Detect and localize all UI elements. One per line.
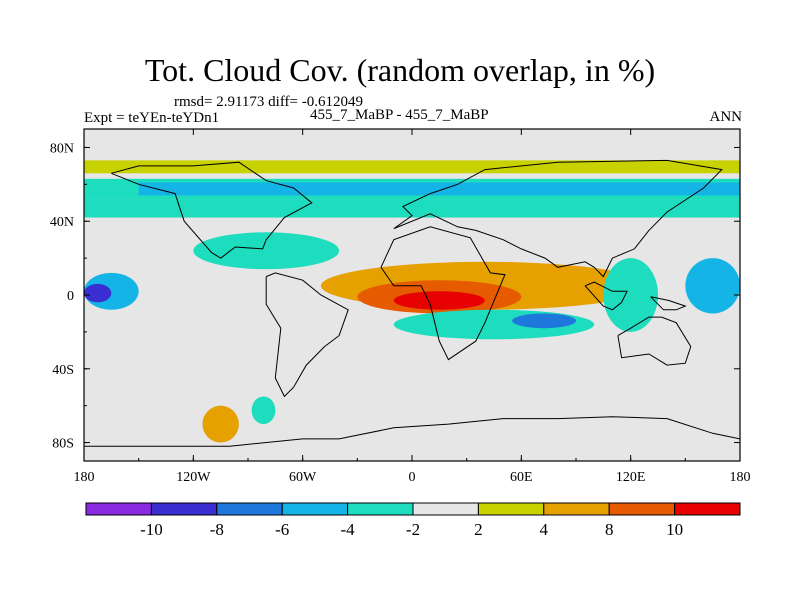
anomaly-blob-14 [202, 405, 239, 443]
x-tick-label: 120W [176, 470, 211, 485]
colorbar: -10 -8 -6 -4 -2 2 4 8 10 [85, 502, 741, 539]
anomaly-blob-9 [193, 232, 340, 270]
anomaly-blob-6 [393, 291, 485, 310]
x-tick-label: 60E [510, 470, 533, 485]
coastline-2 [111, 161, 313, 259]
stats-text: rmsd= 2.91173 diff= -0.612049 [174, 94, 363, 110]
y-tick-label: 40N [50, 215, 74, 230]
x-tick-label: 0 [409, 470, 416, 485]
anomaly-blob-11 [84, 283, 112, 303]
colorbar-label: -6 [275, 520, 289, 539]
anomaly-band-0 [84, 160, 740, 174]
y-tick-label: 0 [67, 289, 74, 304]
x-tick-label: 180 [74, 470, 95, 485]
colorbar-bin [608, 502, 676, 516]
colorbar-label: -8 [210, 520, 224, 539]
anomaly-band-2 [138, 182, 740, 196]
coastline-7 [650, 296, 687, 311]
colorbar-label: -10 [140, 520, 163, 539]
x-tick-label: 120E [616, 470, 646, 485]
coastline-4 [393, 159, 723, 278]
colorbar-bin [281, 502, 349, 516]
colorbar-bin [347, 502, 414, 516]
experiment-label: Expt = teYEn-teYDn1 [84, 110, 220, 126]
colorbar-label: 2 [474, 520, 483, 539]
coastline-layer [84, 159, 740, 447]
colorbar-bin [674, 502, 741, 516]
colorbar-bin [216, 502, 283, 516]
case-label: 455_7_MaBP - 455_7_MaBP [310, 107, 489, 123]
colorbar-label: 8 [605, 520, 614, 539]
anomaly-blob-12 [603, 258, 659, 332]
colorbar-bin [150, 502, 218, 516]
coastline-5 [617, 316, 692, 366]
anomaly-blob-13 [685, 258, 740, 314]
colorbar-bin [412, 502, 479, 516]
anomaly-band-3 [84, 199, 740, 218]
colorbar-label: -2 [406, 520, 420, 539]
axes-layer: 180 120W 60W 0 60E 120E 180 80N 40N 0 40S 80S [50, 128, 751, 485]
coastline-3 [380, 226, 506, 361]
anomaly-blob-15 [251, 396, 276, 425]
colorbar-label: 10 [666, 520, 683, 539]
colorbar-bin [477, 502, 545, 516]
x-tick-label: 60W [289, 470, 317, 485]
map-layer [84, 129, 740, 461]
coastline-1 [265, 272, 349, 398]
x-tick-label: 180 [730, 470, 751, 485]
coastline-0 [84, 416, 740, 447]
season-label: ANN [709, 109, 743, 125]
y-tick-label: 80N [50, 141, 74, 156]
colorbar-label: -4 [341, 520, 356, 539]
anomaly-regions [84, 160, 740, 443]
chart-title: Tot. Cloud Cov. (random overlap, in %) [144, 52, 656, 88]
colorbar-bin [85, 502, 152, 516]
y-tick-label: 40S [52, 363, 74, 378]
colorbar-label: 4 [540, 520, 549, 539]
coastline-6 [584, 281, 628, 311]
colorbar-bin [543, 502, 610, 516]
y-tick-label: 80S [52, 437, 74, 452]
anomaly-blob-8 [512, 313, 576, 329]
